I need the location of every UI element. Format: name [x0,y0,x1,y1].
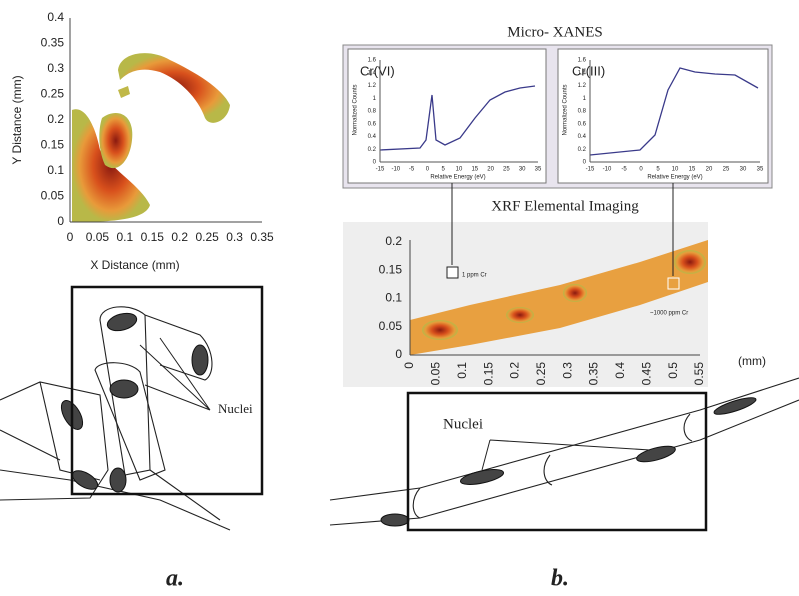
y-tick-label: 0.15 [41,138,65,152]
y-tick-label: 1.2 [578,83,587,89]
xanes-title: Micro- XANES [507,24,602,40]
y-axis-label: Y Distance (mm) [10,75,24,164]
x-tick-label: 0.2 [508,362,522,379]
x-tick-label: 0.1 [117,230,134,244]
x-tick-label: 0.55 [692,362,706,386]
x-tick-label: 0.4 [613,362,627,379]
x-tick-label: 0.15 [141,230,165,244]
y-tick-label: 0.4 [578,134,587,140]
caption: a. [166,566,184,592]
annotation: 1 ppm Cr [462,273,487,279]
x-tick-label: 35 [757,167,764,173]
x-tick-label: 30 [519,167,526,173]
y-tick-label: 0.15 [379,262,403,276]
x-tick-label: 0.25 [534,362,548,386]
y-tick-label: 0.6 [368,121,377,127]
xrf-title: XRF Elemental Imaging [491,198,639,214]
y-tick-label: 0.3 [47,61,64,75]
drawing-a: Nuclei [0,287,262,530]
y-tick-label: 1.4 [578,70,587,76]
y-tick-label: 1.2 [368,83,377,89]
x-axis-label: X Distance (mm) [90,258,179,272]
figure: X Distance (mm) Y Distance (mm) Nuclei a… [0,0,799,596]
x-tick-label: 0.35 [250,230,274,244]
x-tick-label: 15 [471,167,478,173]
x-tick-label: 25 [503,167,510,173]
x-tick-label: 0.45 [639,362,653,386]
y-tick-label: 0 [395,347,402,361]
x-tick-label: 30 [740,167,747,173]
x-tick-label: -5 [409,167,415,173]
x-axis-label: Relative Energy (eV) [647,175,702,181]
drawing-b: Nuclei [330,378,799,530]
y-tick-label: 0.2 [368,147,377,153]
caption: b. [551,566,569,592]
x-tick-label: 10 [672,167,679,173]
y-tick-label: 0.2 [578,147,587,153]
x-tick-label: -15 [586,167,595,173]
x-tick-label: 0 [67,230,74,244]
x-axis-label: Relative Energy (eV) [430,175,485,181]
x-tick-label: 0.3 [226,230,243,244]
spectrum-label: Cr(VI) [360,63,395,78]
x-tick-label: 10 [456,167,463,173]
y-axis-label: Normalized Counts [563,84,569,135]
y-tick-label: 1.4 [368,70,377,76]
y-tick-label: 0.8 [578,109,587,115]
y-tick-label: 1.6 [578,58,587,64]
y-axis-label: Normalized Counts [353,84,359,135]
y-tick-label: 0.4 [368,134,377,140]
annotation: ~1000 ppm Cr [650,311,688,317]
y-tick-label: 0.6 [578,121,587,127]
x-tick-label: -10 [391,167,400,173]
nuclei-label: Nuclei [218,401,253,416]
y-tick-label: 0.2 [385,234,402,248]
x-unit: (mm) [738,354,766,368]
x-tick-label: 0.05 [429,362,443,386]
y-tick-label: 0.25 [41,87,65,101]
x-tick-label: 0.1 [455,362,469,379]
x-tick-label: 35 [535,167,542,173]
x-tick-label: -15 [376,167,385,173]
nuclei-label: Nuclei [443,416,483,432]
x-tick-label: 0.35 [587,362,601,386]
y-tick-label: 0.35 [41,36,65,50]
y-tick-label: 0.1 [385,291,402,305]
x-tick-label: 0.25 [195,230,219,244]
y-tick-label: 0.4 [47,10,64,24]
y-tick-label: 0.05 [41,189,65,203]
x-tick-label: 0.2 [171,230,188,244]
y-tick-label: 0 [57,214,64,228]
x-tick-label: 0.5 [666,362,680,379]
y-tick-label: 0.05 [379,319,403,333]
x-tick-label: 0 [402,362,416,369]
x-tick-label: -5 [621,167,627,173]
x-tick-label: 25 [723,167,730,173]
x-tick-label: -10 [603,167,612,173]
x-tick-label: 15 [689,167,696,173]
x-tick-label: 0.05 [86,230,110,244]
y-tick-label: 1.6 [368,58,377,64]
y-tick-label: 0.2 [47,112,64,126]
x-tick-label: 20 [487,167,494,173]
y-tick-label: 0.1 [47,163,64,177]
x-tick-label: 20 [706,167,713,173]
x-tick-label: 0.3 [560,362,574,379]
x-tick-label: 0.15 [481,362,495,386]
y-tick-label: 0.8 [368,109,377,115]
